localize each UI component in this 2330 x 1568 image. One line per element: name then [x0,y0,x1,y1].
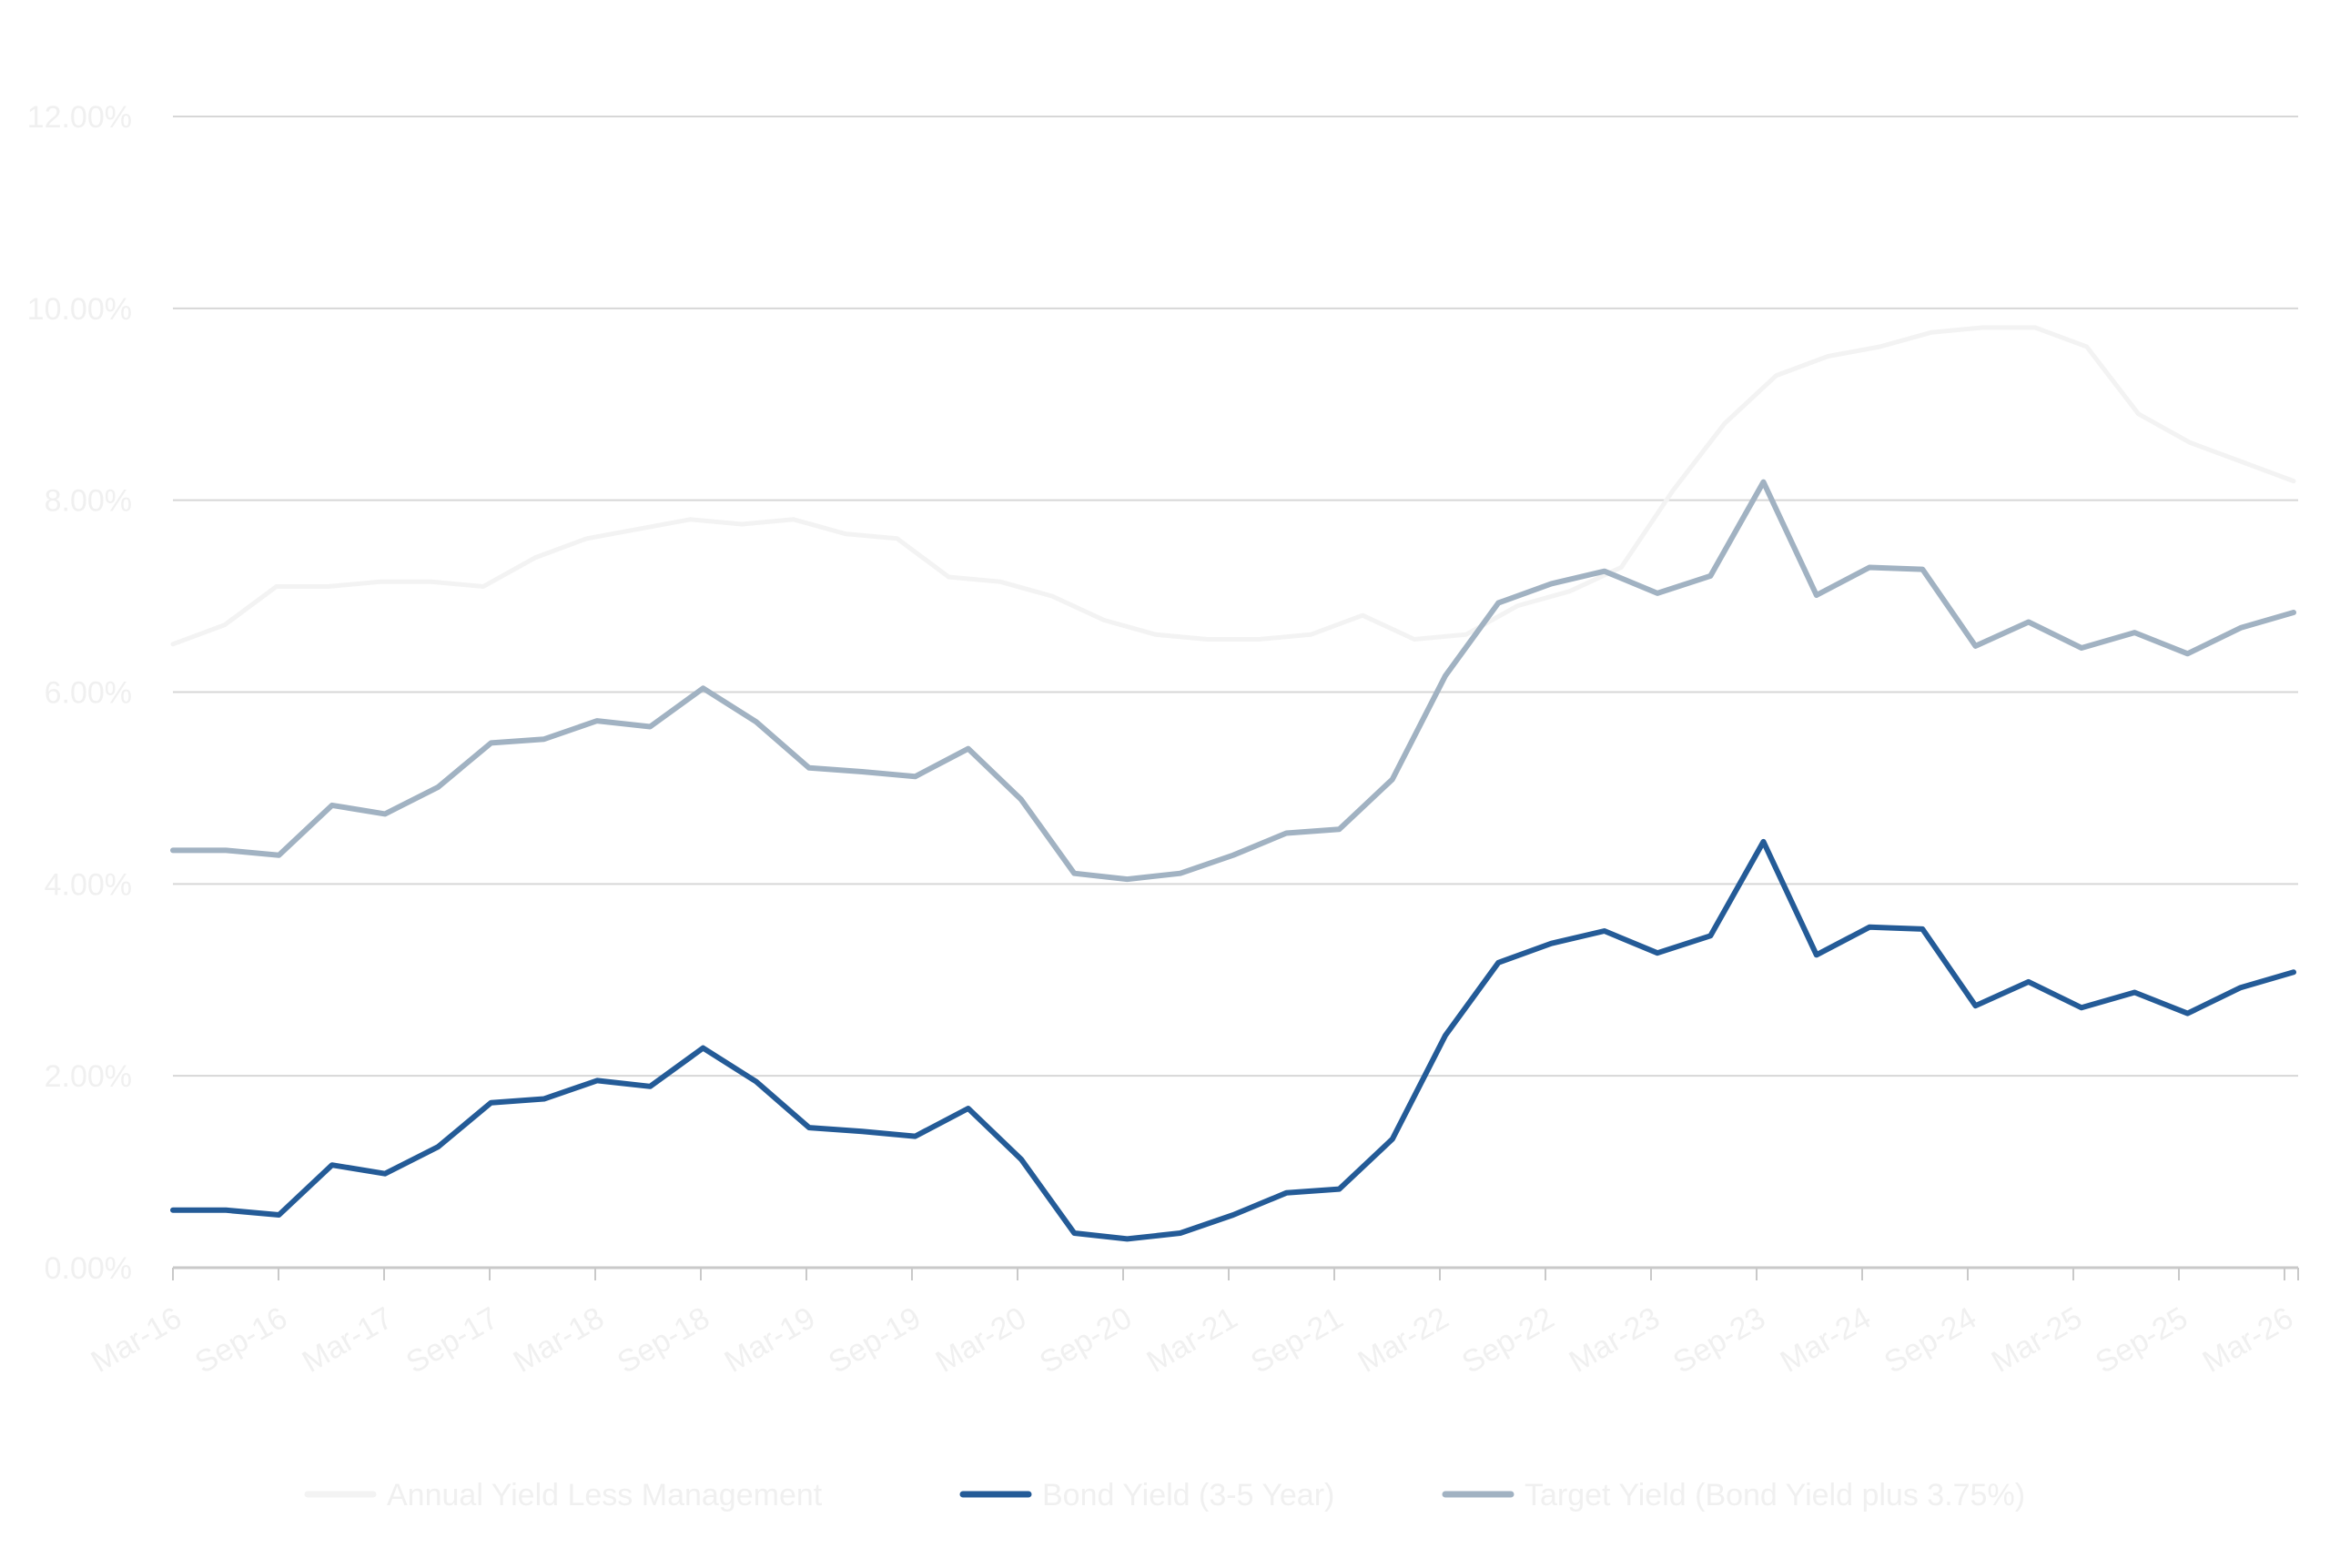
series-line-1 [170,325,2296,647]
x-tick-label: Mar-17 [297,1300,399,1380]
y-tick-label: 12.00% [27,100,132,135]
x-tick-label: Sep-21 [1245,1300,1349,1381]
x-tick-label: Mar-20 [930,1300,1032,1380]
y-tick-label: 6.00% [45,676,132,711]
y-tick-label: 4.00% [45,867,132,902]
x-tick-label: Mar-26 [2197,1300,2299,1380]
x-tick-label: Mar-18 [508,1300,610,1380]
x-tick-label: Sep-25 [2090,1300,2193,1381]
y-axis: 0.00% 2.00% 4.00% 6.00% 8.00% 10.00% 12.00% [27,100,132,1286]
x-tick-label: Mar-23 [1564,1300,1666,1380]
y-tick-label: 0.00% [45,1251,132,1286]
x-tick-label: Sep-17 [400,1300,504,1381]
x-axis: Mar-16 Sep-16 Mar-17 Sep-17 Mar-18 Sep-18 Mar-… [86,1268,2299,1381]
x-tick-label: Sep-22 [1456,1300,1560,1381]
series-lines [170,325,2296,1242]
x-tick-label: Mar-16 [86,1300,187,1380]
x-tick-label: Sep-24 [1879,1300,1982,1381]
x-tick-label: Sep-18 [612,1300,715,1381]
x-tick-label: Sep-16 [189,1300,293,1381]
legend-label: Target Yield (Bond Yield plus 3.75%) [1525,1478,2025,1512]
legend-label: Annual Yield Less Management [387,1478,823,1512]
x-tick-label: Mar-19 [719,1300,821,1380]
series-line-2 [170,838,2296,1242]
x-tick-label: Mar-22 [1352,1300,1454,1380]
x-tick-label: Sep-20 [1034,1300,1138,1381]
x-tick-label: Mar-24 [1775,1300,1877,1380]
x-tick-label: Sep-19 [823,1300,927,1381]
y-tick-label: 2.00% [45,1059,132,1094]
x-tick-label: Sep-23 [1667,1300,1771,1381]
gridlines [173,116,2298,1270]
legend: Annual Yield Less Management Bond Yield (… [304,1478,2025,1512]
x-tick-label: Mar-21 [1141,1300,1243,1380]
series-line-3 [170,479,2296,883]
x-tick-label: Mar-25 [1986,1300,2088,1380]
y-tick-label: 8.00% [45,484,132,519]
legend-label: Bond Yield (3-5 Year) [1042,1478,1334,1512]
y-tick-label: 10.00% [27,292,132,327]
